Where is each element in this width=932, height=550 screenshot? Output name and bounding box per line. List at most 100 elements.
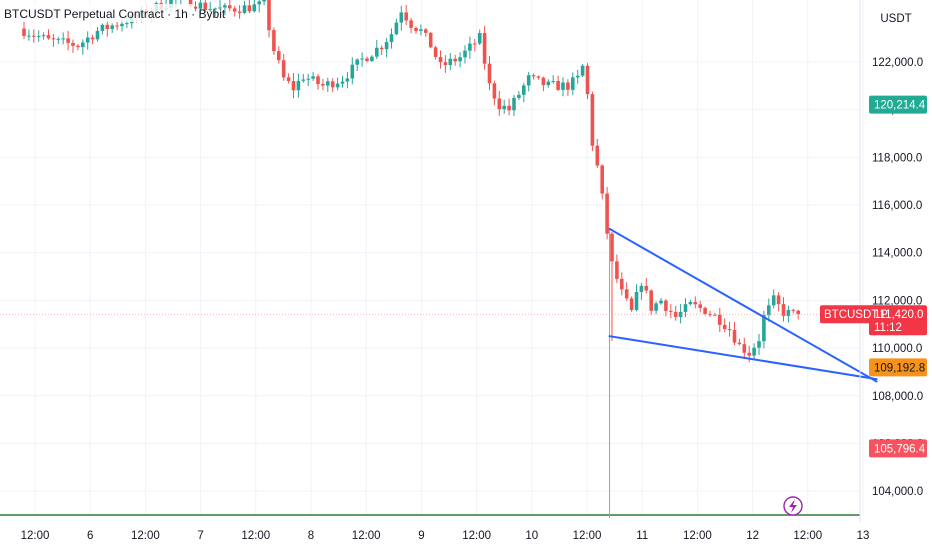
candle-body [497,98,502,110]
candle [732,322,737,346]
candle [752,343,756,359]
candle-body [115,25,119,27]
x-tick-label: 12:00 [462,530,491,542]
candle [399,5,404,31]
candle [580,64,585,77]
price-tag-value: 120,214.4 [874,100,926,112]
candle [22,21,26,39]
candle-body [482,33,487,64]
candle-body [718,314,722,325]
candle-body [620,278,624,290]
candle [654,301,658,315]
candle-body [590,94,595,146]
currency-label[interactable]: USDT [880,13,911,25]
candle [688,299,693,306]
candle-body [41,35,46,37]
candle-body [517,94,521,98]
candle [355,58,359,72]
x-tick-label: 13 [857,530,870,542]
candle-body [644,285,649,291]
candle [536,75,541,80]
trendline-lower [608,335,878,381]
candle-body [316,76,320,85]
candle-body [85,37,90,43]
candle-body [762,315,766,342]
price-tag: 105,796.4 [869,439,927,458]
candle [605,186,609,240]
candle-body [71,42,75,46]
candle [585,63,590,100]
candle-body [296,80,301,91]
candle-body [355,59,359,65]
x-tick-label: 12:00 [241,530,270,542]
candle [409,17,413,34]
candle [571,72,575,95]
candle-body [781,304,786,316]
candle [115,21,119,31]
candle [213,7,217,17]
candle [566,79,570,96]
candle [644,278,649,294]
candle [664,298,668,317]
candle-body [531,75,536,77]
candle [321,79,325,91]
y-tick-label: 116,000.0 [872,200,922,212]
candle-body [399,12,404,23]
candle [737,338,742,346]
candle-body [330,81,335,88]
candle-body [757,341,761,348]
candle [375,40,379,59]
x-tick-label: 12:00 [793,530,822,542]
candle-body [463,50,467,58]
candle [497,91,502,116]
candle [311,71,315,82]
candle-body [536,76,541,78]
candle-body [634,292,639,310]
candle-body [526,75,531,86]
time-axis[interactable]: 12:00 6 12:00 7 12:00 8 12:00 9 12:00 10 12:00 11 12… [21,530,870,542]
candle [742,337,747,360]
candle [517,91,521,101]
candle [610,231,614,341]
candle [595,138,600,169]
candle [32,29,36,43]
candle-body [546,81,551,86]
candle [61,32,65,45]
candle [180,0,182,6]
candle [198,0,203,15]
candle-body [502,105,506,110]
candle-body [453,58,457,62]
candle-body [571,77,575,90]
candle-body [683,304,688,312]
lightning-icon[interactable] [783,496,803,516]
candle-body [541,77,546,86]
candle [453,54,457,66]
candle [414,26,418,34]
candle [683,298,688,318]
candle [340,75,345,88]
candle [237,5,242,19]
candle-body [448,58,453,66]
candle [281,54,286,81]
candle-body [649,290,653,311]
price-tag-countdown: 11:12 [874,322,902,334]
candle [590,91,595,152]
candle-body [615,261,619,279]
candle-body [277,51,281,61]
candle [786,305,791,323]
candle-body [575,75,580,78]
candle [100,23,105,35]
candle-body [722,324,727,330]
candle-body [345,78,350,82]
candle-body [796,310,800,315]
candle [326,77,330,92]
candle [193,1,198,12]
trendlines[interactable] [608,227,878,383]
candle [546,79,551,88]
candle [110,23,114,33]
candle [620,272,624,296]
candle [463,45,467,64]
candle-body [188,0,193,7]
candle [767,298,771,322]
